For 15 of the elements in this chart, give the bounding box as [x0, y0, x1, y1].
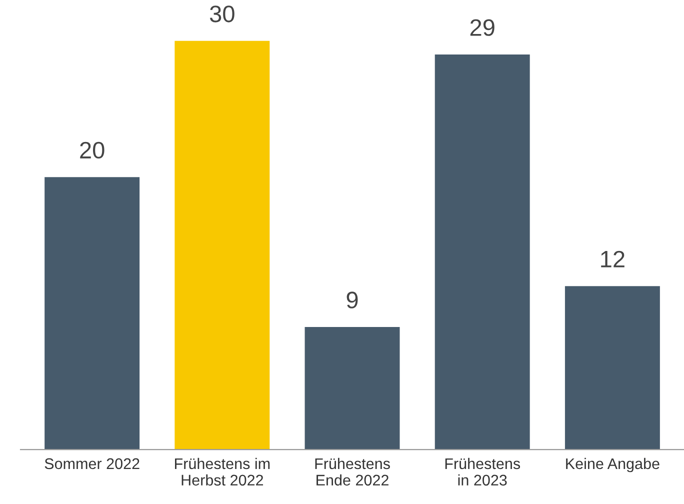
x-tick-label: Keine Angabe: [566, 458, 660, 472]
bar: [174, 40, 270, 450]
data-label: 20: [80, 142, 104, 159]
bar: [434, 54, 530, 450]
x-tick-label: Frühestens in 2023: [445, 458, 520, 486]
data-label: 29: [470, 19, 494, 36]
bar: [564, 286, 660, 450]
x-tick-label: Sommer 2022: [44, 458, 140, 470]
bar: [44, 177, 140, 450]
data-label: 12: [601, 250, 624, 268]
x-tick-label: Frühestens im Herbst 2022: [175, 458, 270, 486]
data-label: 9: [346, 292, 358, 308]
x-tick-label: Frühestens Ende 2022: [315, 458, 390, 486]
bar: [304, 326, 400, 450]
data-label: 30: [210, 6, 234, 22]
